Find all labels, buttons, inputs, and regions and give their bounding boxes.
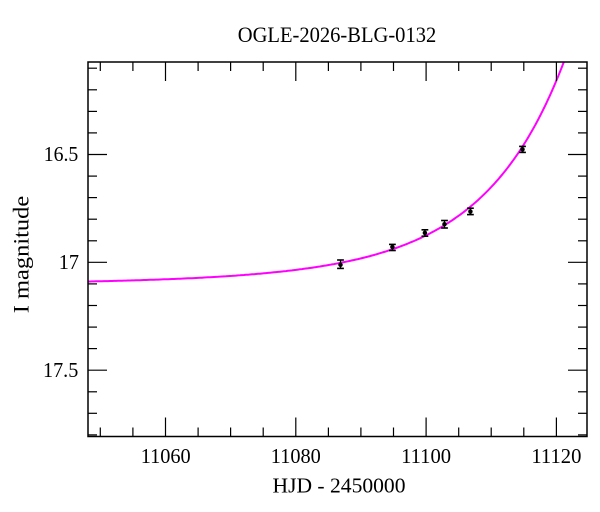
svg-text:17.5: 17.5 xyxy=(43,358,78,382)
svg-text:11060: 11060 xyxy=(141,444,191,468)
svg-text:11120: 11120 xyxy=(531,444,581,468)
svg-text:HJD - 2450000: HJD - 2450000 xyxy=(273,474,406,498)
svg-text:11100: 11100 xyxy=(401,444,451,468)
svg-text:OGLE-2026-BLG-0132: OGLE-2026-BLG-0132 xyxy=(238,23,437,47)
svg-text:11080: 11080 xyxy=(271,444,321,468)
svg-text:16.5: 16.5 xyxy=(44,142,79,166)
svg-text:I magnitude: I magnitude xyxy=(8,196,33,314)
svg-text:17: 17 xyxy=(59,250,79,274)
